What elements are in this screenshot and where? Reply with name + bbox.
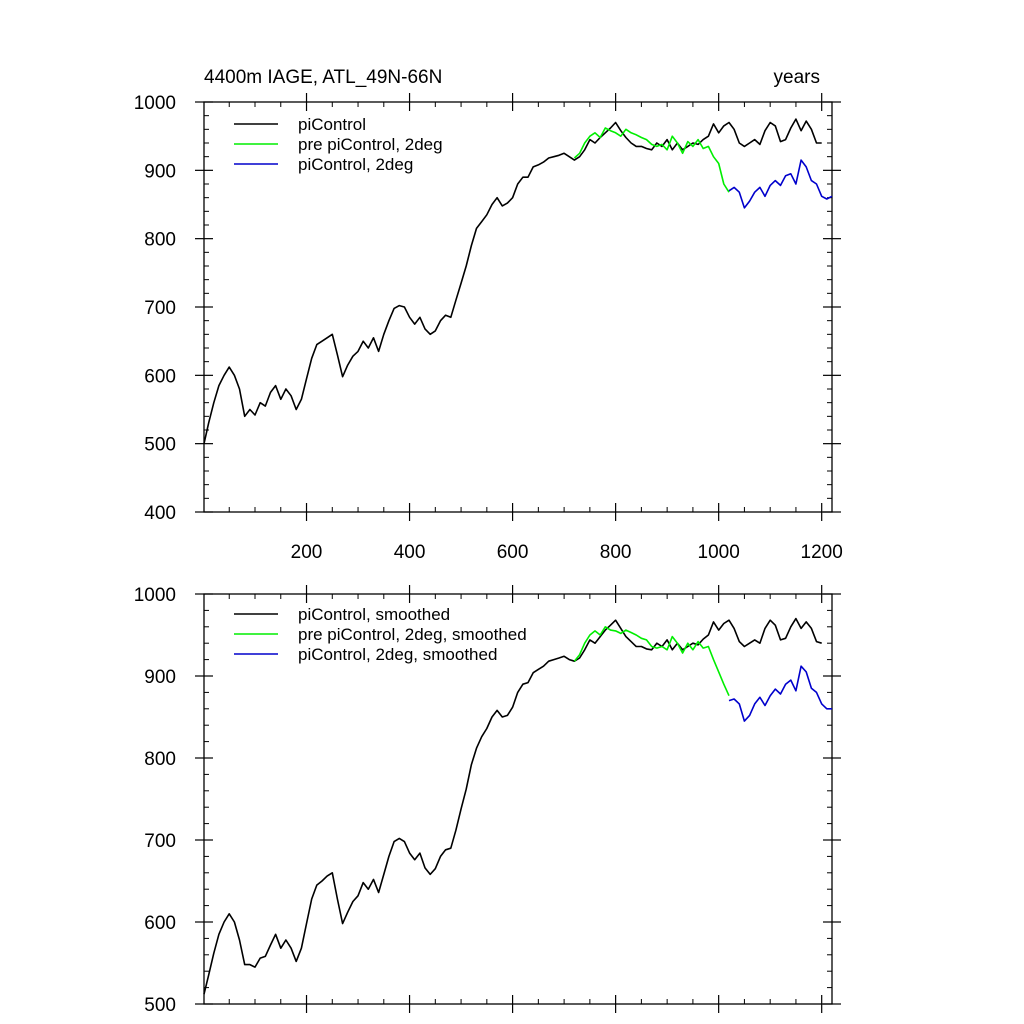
x-tick-label: 800 (600, 542, 632, 563)
series-line-2 (728, 665, 832, 722)
legend-label-0: piControl, smoothed (298, 605, 450, 624)
y-tick-label: 800 (144, 749, 176, 770)
y-tick-label: 500 (144, 435, 176, 456)
series-line-1 (573, 127, 730, 193)
series-line-2 (728, 159, 833, 209)
x-tick-label: 400 (394, 542, 426, 563)
series-line-0 (203, 118, 822, 444)
y-tick-label: 600 (144, 913, 176, 934)
legend-label-1: pre piControl, 2deg (298, 135, 443, 154)
y-tick-label: 600 (144, 366, 176, 387)
legend-label-0: piControl (298, 115, 366, 134)
top-panel-units: years (774, 67, 820, 88)
series-line-0 (203, 617, 822, 995)
legend-label-2: piControl, 2deg (298, 155, 413, 174)
y-tick-label: 500 (144, 995, 176, 1016)
series-line-1 (573, 625, 730, 697)
y-tick-label: 900 (144, 667, 176, 688)
x-tick-label: 200 (291, 542, 323, 563)
y-tick-label: 1000 (134, 93, 176, 114)
legend-label-2: piControl, 2deg, smoothed (298, 645, 497, 664)
y-tick-label: 1000 (134, 585, 176, 606)
y-tick-label: 700 (144, 298, 176, 319)
y-tick-label: 400 (144, 503, 176, 524)
y-tick-label: 900 (144, 161, 176, 182)
top-panel-title: 4400m IAGE, ATL_49N-66N (204, 67, 442, 88)
x-tick-label: 1200 (801, 542, 843, 563)
bottom-panel: 500 600 700 800 900 1000 piControl, smoothedpr… (134, 585, 841, 1016)
x-tick-label: 600 (497, 542, 529, 563)
x-tick-label: 1000 (698, 542, 740, 563)
y-tick-label: 700 (144, 831, 176, 852)
plot-frame (203, 593, 833, 1005)
y-tick-label: 800 (144, 230, 176, 251)
legend-label-1: pre piControl, 2deg, smoothed (298, 625, 527, 644)
top-panel: 4400m IAGE, ATL_49N-66N years 400 500 600 7… (134, 67, 843, 563)
